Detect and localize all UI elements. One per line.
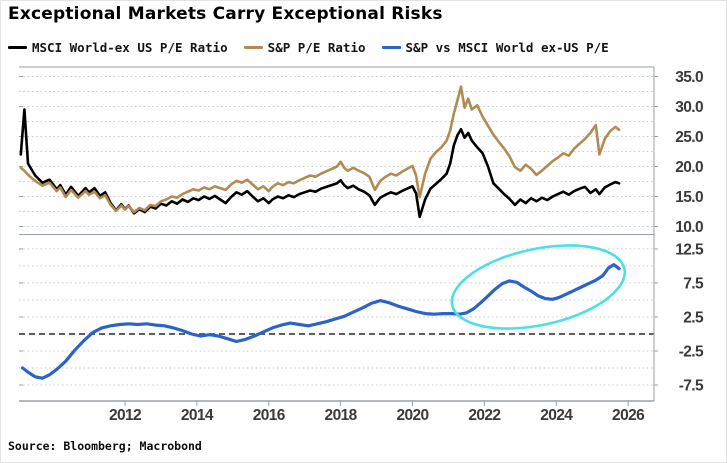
y-tick-label: 35.0 [675,69,703,86]
x-tick-label: 2024 [540,407,573,424]
y-tick-label: 2.5 [683,310,704,327]
y-tick-label: 7.5 [683,275,704,292]
legend-label-msci: MSCI World-ex US P/E Ratio [32,40,228,55]
highlight-ellipse [450,244,627,330]
x-tick-label: 2014 [181,407,214,424]
y-tick-label: 15.0 [675,189,703,206]
legend: MSCI World-ex US P/E Ratio S&P P/E Ratio… [8,40,609,55]
legend-item-msci: MSCI World-ex US P/E Ratio [8,40,228,55]
x-tick-label: 2022 [468,407,500,424]
x-tick-label: 2018 [325,407,358,424]
x-tick-label: 2016 [253,407,286,424]
sp-line [19,85,621,214]
y-tick-label: 25.0 [675,129,703,146]
y-tick-label: 30.0 [675,99,703,116]
y-tick-label: -2.5 [679,344,704,361]
legend-label-spread: S&P vs MSCI World ex-US P/E [405,40,609,55]
y-tick-label: -7.5 [679,378,704,395]
chart-title: Exceptional Markets Carry Exceptional Ri… [8,4,443,24]
legend-item-sp: S&P P/E Ratio [243,40,366,55]
spread-line [21,263,621,380]
y-tick-label: 12.5 [675,241,704,258]
legend-item-spread: S&P vs MSCI World ex-US P/E [381,40,609,55]
x-tick-label: 2020 [396,407,428,424]
x-tick-label: 2026 [612,407,645,424]
y-tick-label: 20.0 [675,159,703,176]
y-tick-label: 10.0 [675,219,703,236]
x-tick-label: 2012 [109,407,141,424]
spread-line-swatch [381,46,401,49]
sp-line-swatch [243,46,263,49]
legend-label-sp: S&P P/E Ratio [267,40,366,55]
msci-line-swatch [8,46,27,49]
source-text: Source: Bloomberg; Macrobond [8,439,202,453]
msci-line [19,108,621,219]
